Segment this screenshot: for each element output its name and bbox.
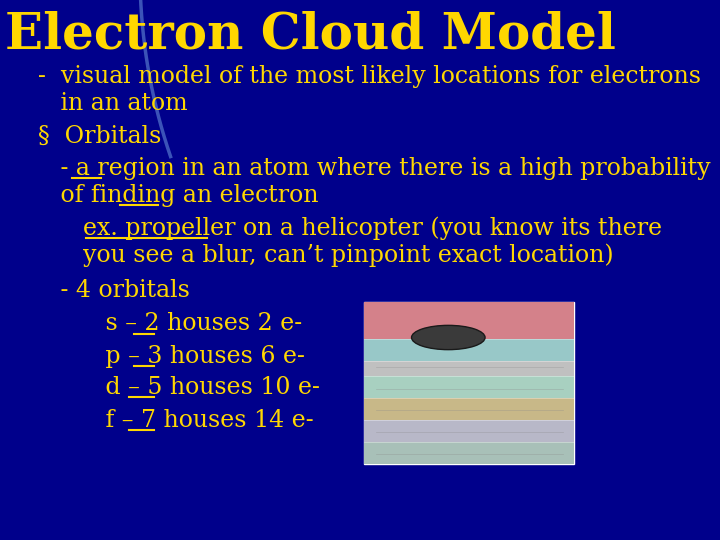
- Bar: [364, 361, 575, 376]
- Bar: [364, 302, 575, 339]
- Text: p – 3 houses 6 e-: p – 3 houses 6 e-: [37, 345, 305, 368]
- Text: you see a blur, can’t pinpoint exact location): you see a blur, can’t pinpoint exact loc…: [37, 243, 613, 267]
- Text: - a region in an atom where there is a high probability: - a region in an atom where there is a h…: [37, 157, 711, 180]
- Text: ex. propeller on a helicopter (you know its there: ex. propeller on a helicopter (you know …: [37, 216, 662, 240]
- Bar: [364, 339, 575, 361]
- Ellipse shape: [412, 325, 485, 350]
- Bar: [364, 442, 575, 464]
- Text: in an atom: in an atom: [37, 92, 187, 115]
- Text: - 4 orbitals: - 4 orbitals: [37, 279, 189, 302]
- Bar: [364, 398, 575, 420]
- Bar: [364, 376, 575, 398]
- Text: of finding an electron: of finding an electron: [37, 184, 318, 207]
- Bar: [364, 420, 575, 442]
- Text: s – 2 houses 2 e-: s – 2 houses 2 e-: [37, 313, 302, 335]
- Text: Electron Cloud Model: Electron Cloud Model: [5, 11, 616, 59]
- Text: f – 7 houses 14 e-: f – 7 houses 14 e-: [37, 409, 313, 431]
- Text: d – 5 houses 10 e-: d – 5 houses 10 e-: [37, 376, 320, 399]
- FancyBboxPatch shape: [364, 302, 575, 464]
- Text: §  Orbitals: § Orbitals: [37, 125, 161, 147]
- Text: -  visual model of the most likely locations for electrons: - visual model of the most likely locati…: [37, 65, 701, 88]
